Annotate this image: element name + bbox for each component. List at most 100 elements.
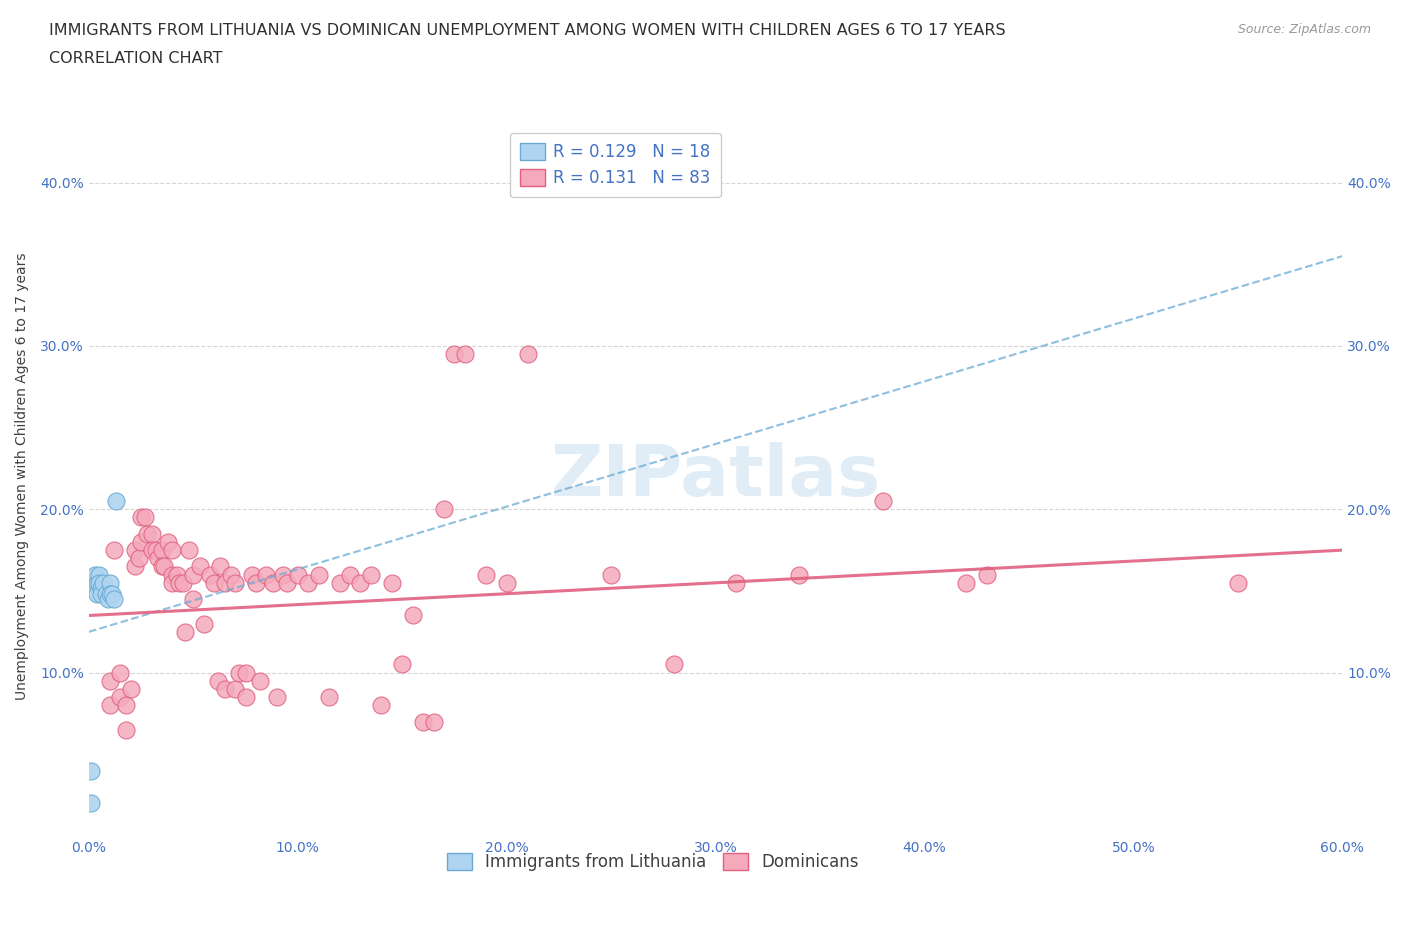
Point (224, 576, 246, 591)
Point (115, 698, 138, 712)
Point (181, 567, 204, 582)
Point (108, 690, 131, 705)
Point (94, 587, 117, 602)
Point (150, 543, 173, 558)
Point (360, 567, 382, 582)
Point (115, 723, 138, 737)
Point (207, 673, 229, 688)
Point (433, 502, 456, 517)
Point (454, 347, 477, 362)
Point (235, 690, 257, 705)
Text: CORRELATION CHART: CORRELATION CHART (49, 51, 222, 66)
Point (725, 576, 748, 591)
Point (193, 617, 215, 631)
Point (495, 576, 517, 591)
Point (166, 567, 188, 582)
Point (266, 690, 288, 705)
Point (224, 682, 246, 697)
Point (401, 608, 423, 623)
Point (202, 576, 225, 591)
Point (181, 591, 204, 606)
Point (1226, 576, 1249, 591)
Point (955, 576, 977, 591)
Point (339, 567, 361, 582)
Point (235, 665, 257, 680)
Point (124, 559, 146, 574)
Point (214, 576, 236, 591)
Point (391, 658, 413, 672)
Point (90, 580, 112, 595)
Point (179, 543, 201, 558)
Point (101, 587, 124, 602)
Point (134, 510, 156, 525)
Point (97, 591, 120, 606)
Point (90, 587, 112, 602)
Point (308, 567, 330, 582)
Point (249, 673, 271, 688)
Point (146, 551, 169, 565)
Point (136, 526, 159, 541)
Point (271, 567, 294, 582)
Point (84, 567, 107, 582)
Y-axis label: Unemployment Among Women with Children Ages 6 to 17 years: Unemployment Among Women with Children A… (15, 253, 30, 700)
Point (349, 576, 371, 591)
Point (412, 714, 434, 729)
Point (89, 567, 111, 582)
Point (98, 673, 121, 688)
Point (141, 543, 163, 558)
Point (157, 535, 180, 550)
Point (86, 576, 108, 591)
Point (600, 567, 623, 582)
Point (262, 576, 284, 591)
Point (82, 576, 104, 591)
Point (198, 567, 221, 582)
Point (240, 567, 263, 582)
Point (129, 510, 152, 525)
Point (105, 494, 128, 509)
Point (153, 559, 176, 574)
Point (228, 665, 250, 680)
Point (662, 658, 685, 672)
Point (474, 567, 496, 582)
Point (174, 624, 197, 639)
Point (318, 690, 340, 705)
Point (219, 567, 242, 582)
Point (422, 714, 444, 729)
Point (129, 535, 152, 550)
Point (128, 551, 150, 565)
Point (150, 559, 173, 574)
Point (141, 526, 163, 541)
Point (98, 587, 121, 602)
Point (145, 543, 167, 558)
Point (287, 567, 309, 582)
Point (214, 682, 236, 697)
Point (120, 682, 142, 697)
Point (516, 347, 538, 362)
Point (976, 567, 998, 582)
Point (80, 764, 103, 778)
Point (381, 576, 404, 591)
Point (98, 698, 121, 712)
Point (787, 567, 810, 582)
Point (297, 576, 319, 591)
Point (443, 347, 465, 362)
Point (89, 576, 111, 591)
Point (254, 567, 277, 582)
Point (86, 587, 108, 602)
Point (162, 543, 184, 558)
Point (872, 494, 894, 509)
Point (328, 576, 350, 591)
Point (98, 576, 121, 591)
Text: Source: ZipAtlas.com: Source: ZipAtlas.com (1237, 23, 1371, 36)
Text: ZIPatlas: ZIPatlas (551, 442, 880, 512)
Point (276, 576, 298, 591)
Point (167, 576, 190, 591)
Point (103, 543, 125, 558)
Point (162, 567, 184, 582)
Point (245, 576, 267, 591)
Point (93, 576, 115, 591)
Point (124, 543, 146, 558)
Point (108, 665, 131, 680)
Point (370, 698, 392, 712)
Point (188, 559, 211, 574)
